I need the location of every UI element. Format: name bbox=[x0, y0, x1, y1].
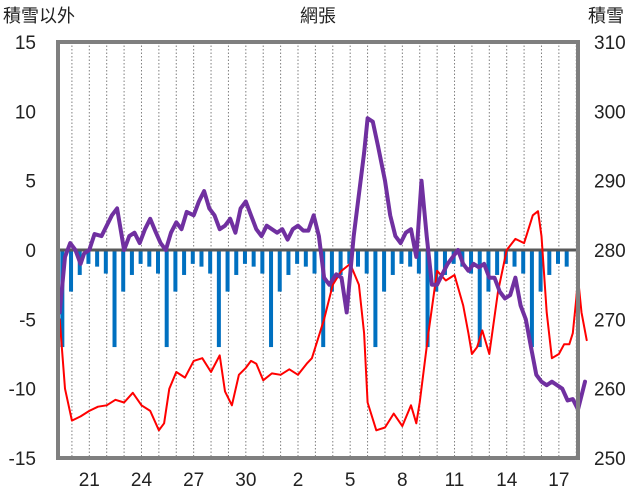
bar bbox=[112, 250, 117, 348]
bar bbox=[269, 250, 274, 348]
bar bbox=[286, 250, 291, 275]
x-tick-label: 17 bbox=[548, 470, 569, 491]
bar bbox=[277, 250, 282, 292]
y-left-tick-label: 10 bbox=[15, 102, 36, 123]
bar bbox=[556, 250, 560, 264]
bar bbox=[103, 250, 108, 274]
bar bbox=[547, 250, 552, 275]
bar bbox=[251, 250, 256, 267]
y-right-tick-label: 310 bbox=[594, 33, 626, 54]
x-tick-label: 8 bbox=[397, 470, 408, 491]
bar bbox=[234, 250, 239, 275]
bar bbox=[347, 250, 352, 264]
bar bbox=[260, 250, 265, 274]
bar bbox=[538, 250, 543, 292]
bar bbox=[208, 250, 213, 274]
bar bbox=[416, 250, 421, 274]
bar bbox=[477, 250, 482, 348]
bar bbox=[295, 250, 300, 264]
x-tick-label: 14 bbox=[496, 470, 518, 491]
right-axis-title: 積雪 bbox=[588, 6, 624, 27]
bar bbox=[382, 250, 387, 292]
plot-frame bbox=[56, 40, 580, 460]
series-line-temperature bbox=[58, 210, 588, 432]
y-right-tick-label: 300 bbox=[594, 102, 626, 123]
x-tick-label: 11 bbox=[445, 470, 465, 491]
bar bbox=[364, 250, 369, 274]
y-left-tick-label: 5 bbox=[25, 172, 36, 193]
bar bbox=[225, 250, 230, 292]
label-layer: 15 10 5 0 -5 -10 -15 310 300 290 280 270 260 250 21 24 2… bbox=[9, 33, 626, 491]
bar bbox=[242, 250, 247, 264]
bar bbox=[329, 250, 334, 292]
bar bbox=[564, 250, 569, 267]
bar bbox=[495, 250, 500, 275]
bar bbox=[216, 250, 221, 348]
bar bbox=[408, 250, 413, 267]
bar bbox=[521, 250, 526, 274]
bar bbox=[529, 250, 534, 348]
y-left-tick-label: -15 bbox=[9, 449, 36, 470]
bar bbox=[147, 250, 152, 267]
bar bbox=[356, 250, 360, 267]
bar bbox=[303, 250, 308, 267]
y-left-tick-label: 15 bbox=[15, 33, 36, 54]
bar bbox=[164, 250, 169, 348]
bar bbox=[373, 250, 378, 348]
bar bbox=[190, 250, 195, 264]
bar bbox=[425, 250, 430, 348]
x-tick-label: 24 bbox=[131, 470, 153, 491]
y-right-tick-label: 270 bbox=[594, 310, 626, 331]
x-tick-label: 5 bbox=[345, 470, 356, 491]
x-tick-label: 21 bbox=[79, 470, 100, 491]
y-right-tick-label: 280 bbox=[594, 241, 626, 262]
bar bbox=[182, 250, 187, 275]
bar bbox=[86, 250, 91, 264]
bar bbox=[338, 250, 343, 275]
bar bbox=[442, 250, 447, 275]
bar bbox=[390, 250, 395, 275]
series-line-snow-depth bbox=[57, 116, 587, 412]
y-right-tick-label: 260 bbox=[594, 380, 626, 401]
bar bbox=[399, 250, 404, 264]
y-right-tick-label: 290 bbox=[594, 172, 626, 193]
bar bbox=[512, 250, 517, 267]
bar bbox=[321, 250, 326, 348]
x-tick-label: 27 bbox=[183, 470, 204, 491]
y-left-tick-label: -5 bbox=[19, 310, 36, 331]
series-layer bbox=[57, 116, 588, 432]
y-left-tick-label: 0 bbox=[25, 241, 36, 262]
y-left-tick-label: -10 bbox=[9, 380, 36, 401]
bar bbox=[312, 250, 317, 274]
x-tick-label: 30 bbox=[235, 470, 256, 491]
left-axis-title: 積雪以外 bbox=[3, 6, 75, 27]
bar bbox=[138, 250, 143, 264]
bar bbox=[469, 250, 474, 274]
bar bbox=[121, 250, 126, 292]
bar bbox=[173, 250, 178, 292]
x-tick-label: 2 bbox=[293, 470, 304, 491]
bar bbox=[95, 250, 100, 267]
chart-title: 網張 bbox=[300, 6, 336, 27]
bar bbox=[199, 250, 204, 267]
bar bbox=[129, 250, 134, 275]
bar bbox=[69, 250, 74, 292]
bar bbox=[156, 250, 160, 274]
y-right-tick-label: 250 bbox=[594, 449, 626, 470]
